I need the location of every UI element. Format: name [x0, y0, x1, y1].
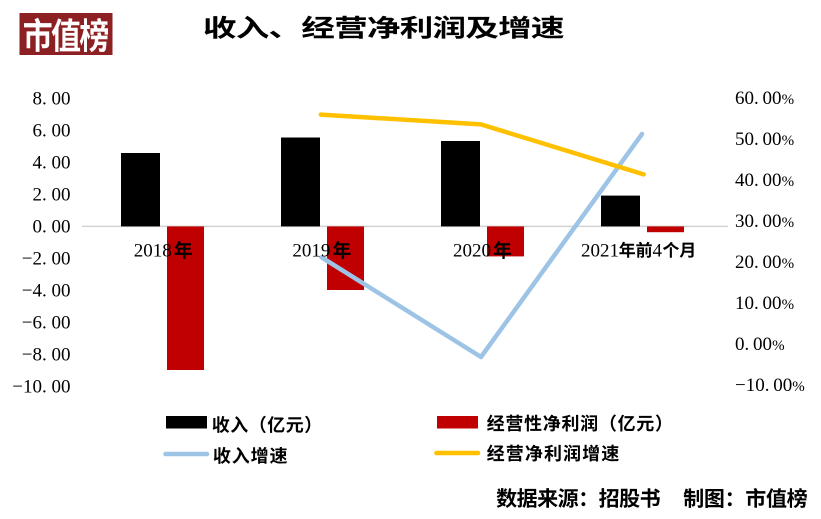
svg-text:30. 00%: 30. 00% [735, 211, 794, 232]
svg-text:6. 00: 6. 00 [33, 120, 71, 141]
svg-text:20. 00%: 20. 00% [735, 252, 794, 273]
svg-text:60. 00%: 60. 00% [735, 88, 794, 109]
svg-text:−10. 00%: −10. 00% [735, 375, 805, 396]
svg-text:2020: 2020 [453, 240, 491, 261]
svg-text:−2. 00: −2. 00 [22, 248, 71, 269]
svg-text:2018: 2018 [134, 240, 172, 261]
svg-text:−8. 00: −8. 00 [22, 344, 71, 365]
svg-text:0. 00%: 0. 00% [735, 334, 785, 355]
svg-text:−4. 00: −4. 00 [22, 280, 71, 301]
svg-text:−10. 00: −10. 00 [12, 376, 70, 397]
svg-text:−6. 00: −6. 00 [22, 312, 71, 333]
svg-text:2. 00: 2. 00 [33, 184, 71, 205]
svg-text:2021: 2021 [581, 240, 619, 261]
svg-text:8. 00: 8. 00 [33, 88, 71, 109]
svg-text:0. 00: 0. 00 [33, 216, 71, 237]
svg-text:2019: 2019 [292, 240, 330, 261]
svg-text:50. 00%: 50. 00% [735, 129, 794, 150]
svg-text:4. 00: 4. 00 [33, 152, 71, 173]
svg-text:4: 4 [653, 240, 663, 261]
svg-text:40. 00%: 40. 00% [735, 170, 794, 191]
svg-text:10. 00%: 10. 00% [735, 293, 794, 314]
